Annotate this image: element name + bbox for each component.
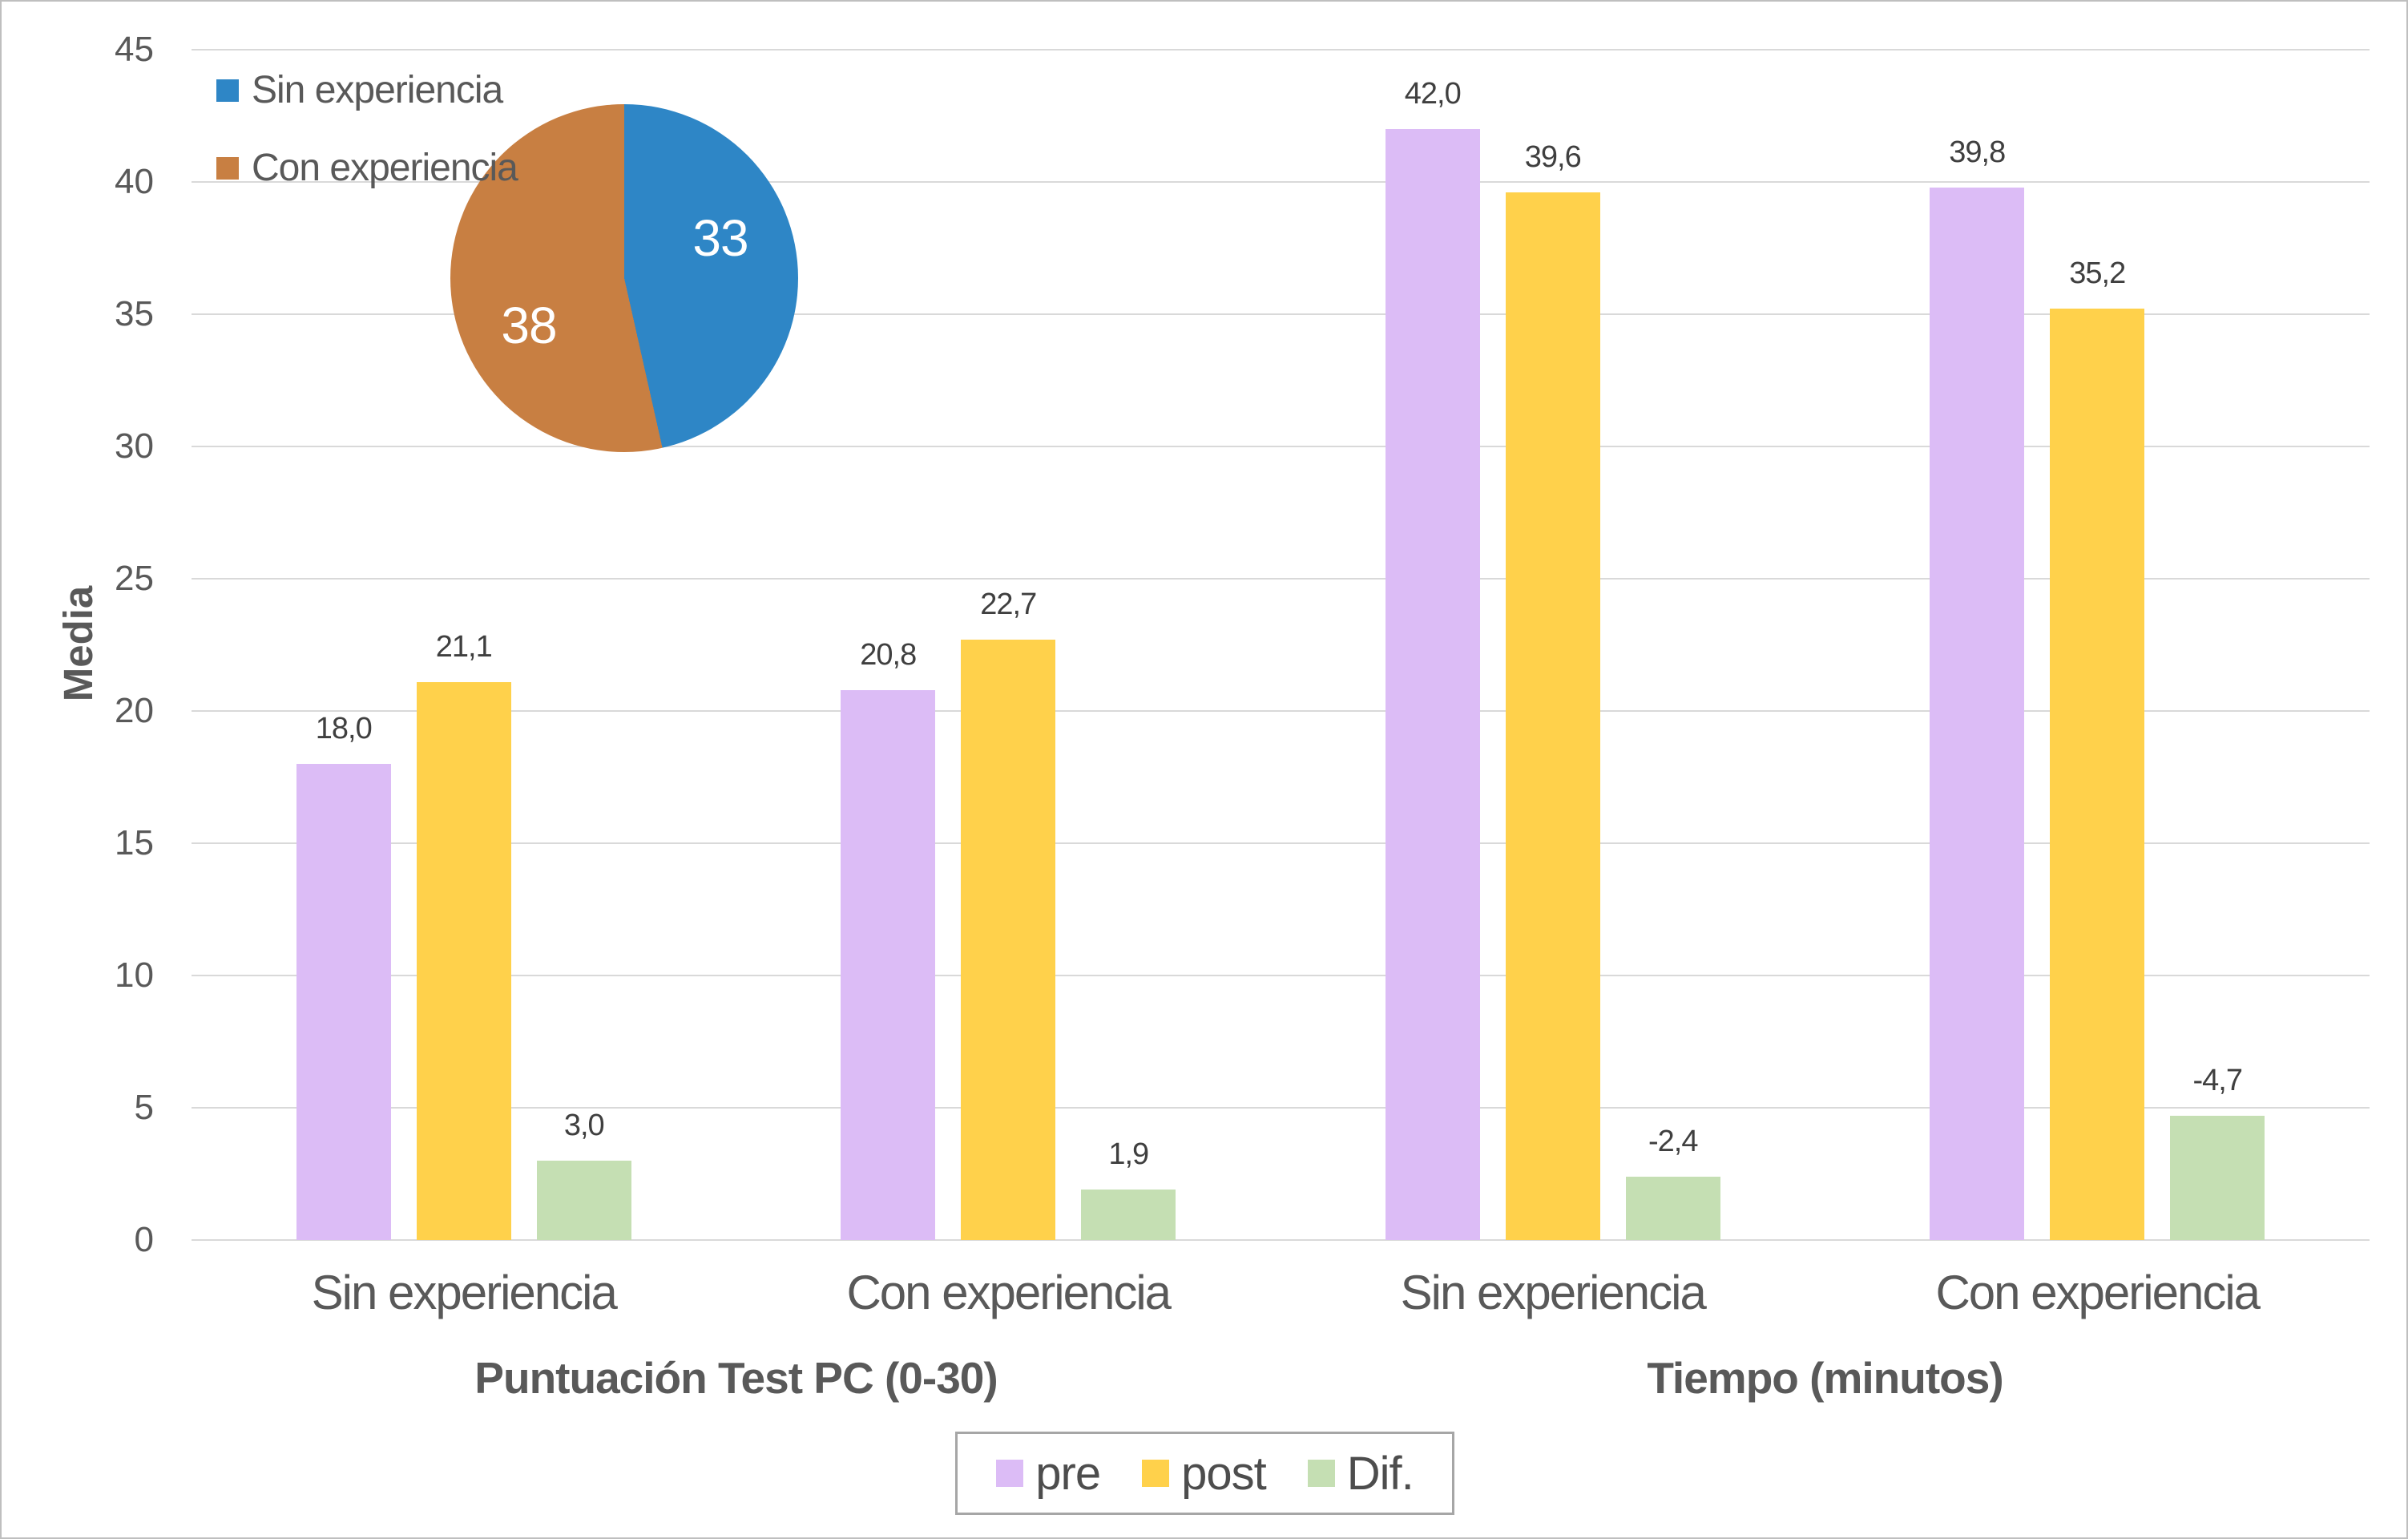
y-axis-title: Media [54,585,101,702]
legend-label: Con experiencia [252,147,518,189]
bar-data-label: 1,9 [1108,1137,1149,1172]
bar-Dif. [536,1161,631,1240]
y-tick-label: 25 [115,559,154,598]
legend-color-swatch [216,156,239,180]
bar-data-label: -4,7 [2192,1063,2243,1097]
gridline [192,446,2370,447]
category-label: Sin experiencia [1400,1266,1707,1319]
bar-data-label: 3,0 [563,1109,605,1142]
gridline [192,313,2370,315]
pie-legend-item: Sin experiencia [216,68,503,112]
gridline [192,181,2370,183]
bar-data-label: 35,2 [2069,256,2126,291]
gridline [192,710,2370,712]
bar-data-label: 39,8 [1949,135,2006,169]
y-tick-label: 35 [115,294,154,333]
gridline [192,1239,2370,1241]
y-tick-label: 40 [115,162,154,201]
y-tick-label: 20 [115,691,154,730]
bar-Dif. [1081,1190,1176,1240]
gridline [192,842,2370,844]
bar-data-label: 22,7 [980,587,1037,621]
bar-data-label: 42,0 [1404,77,1462,111]
y-tick-label: 30 [115,426,154,466]
category-group-label: Tiempo (minutos) [1647,1353,2003,1403]
bar-post [1505,192,1600,1240]
gridline [192,1107,2370,1109]
bar-data-label: 20,8 [860,637,917,672]
legend-label: post [1181,1447,1267,1500]
bar-pre [841,689,936,1240]
bar-Dif. [2170,1115,2265,1240]
pie-data-label: 38 [501,297,557,354]
y-tick-label: 45 [115,30,154,69]
category-group-label: Puntuación Test PC (0-30) [474,1353,998,1403]
bar-pre [296,764,391,1240]
pie-data-label: 33 [692,209,748,267]
pie [450,104,798,452]
bar-data-label: -2,4 [1648,1124,1698,1158]
legend-label: Dif. [1346,1447,1414,1500]
bar-pre [1385,129,1480,1240]
legend-item: post [1142,1447,1267,1501]
y-tick-label: 10 [115,955,154,995]
legend-label: Sin experiencia [252,69,503,111]
legend-color-swatch [1142,1460,1170,1487]
gridline [192,578,2370,580]
legend-item: Dif. [1307,1447,1414,1501]
y-tick-label: 0 [134,1220,154,1259]
bar-data-label: 21,1 [435,629,493,664]
bar-post [2050,309,2145,1240]
bar-post [416,681,511,1240]
legend-color-swatch [996,1460,1024,1487]
bar-data-label: 39,6 [1524,140,1582,175]
legend-label: pre [1035,1447,1101,1500]
y-tick-label: 15 [115,823,154,862]
bar-series-legend: pre post Dif. [955,1432,1454,1515]
legend-item: pre [996,1447,1101,1501]
legend-color-swatch [1307,1460,1335,1487]
legend-color-swatch [216,79,239,102]
gridline [192,49,2370,50]
category-label: Con experiencia [1935,1266,2261,1319]
category-label: Sin experiencia [311,1266,618,1319]
pie-legend-item: Con experiencia [216,146,518,190]
bar-pre [1930,187,2025,1240]
bar-data-label: 18,0 [315,712,373,745]
bar-post [961,639,1056,1240]
gridline [192,975,2370,976]
category-label: Con experiencia [846,1266,1172,1319]
y-tick-label: 5 [134,1088,154,1127]
bar-Dif. [1625,1176,1720,1240]
